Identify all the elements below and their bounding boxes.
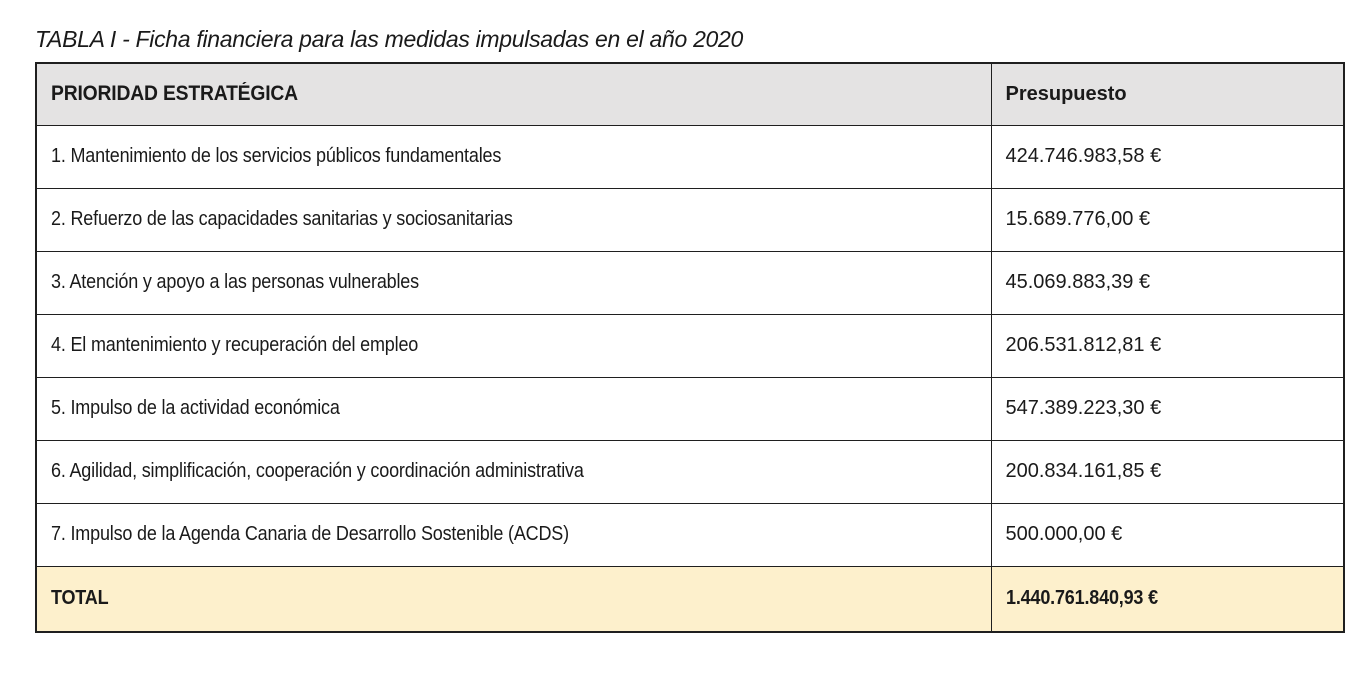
priority-label: 7. Impulso de la Agenda Canaria de Desar… (51, 523, 569, 545)
budget-value: 15.689.776,00 € (1005, 208, 1151, 230)
priority-label: 2. Refuerzo de las capacidades sanitaria… (51, 208, 513, 230)
priority-label: 1. Mantenimiento de los servicios públic… (51, 145, 502, 167)
total-label-cell: TOTAL (35, 565, 992, 633)
budget-cell: 200.834.161,85 € (990, 439, 1345, 504)
priority-label: 6. Agilidad, simplificación, cooperación… (51, 460, 584, 482)
column-header-budget-label: Presupuesto (1005, 82, 1127, 105)
table-total-row: TOTAL 1.440.761.840,93 € (35, 565, 1345, 633)
budget-cell: 206.531.812,81 € (990, 313, 1345, 378)
priority-cell: 2. Refuerzo de las capacidades sanitaria… (35, 187, 992, 252)
priority-cell: 6. Agilidad, simplificación, cooperación… (35, 439, 992, 504)
budget-cell: 424.746.983,58 € (990, 124, 1345, 189)
table-header-row: PRIORIDAD ESTRATÉGICA Presupuesto (35, 62, 1345, 126)
priority-cell: 1. Mantenimiento de los servicios públic… (35, 124, 992, 189)
budget-value: 45.069.883,39 € (1005, 271, 1151, 293)
budget-cell: 500.000,00 € (990, 502, 1345, 567)
budget-cell: 547.389.223,30 € (990, 376, 1345, 441)
table-row: 2. Refuerzo de las capacidades sanitaria… (35, 187, 1345, 252)
column-header-budget: Presupuesto (990, 62, 1345, 126)
financial-table: PRIORIDAD ESTRATÉGICA Presupuesto 1. Man… (35, 62, 1345, 633)
total-value-cell: 1.440.761.840,93 € (990, 565, 1345, 633)
table-row: 5. Impulso de la actividad económica 547… (35, 376, 1345, 441)
total-value: 1.440.761.840,93 € (1005, 587, 1158, 610)
priority-cell: 4. El mantenimiento y recuperación del e… (35, 313, 992, 378)
budget-value: 200.834.161,85 € (1005, 460, 1162, 482)
column-header-priority: PRIORIDAD ESTRATÉGICA (35, 62, 992, 126)
budget-value: 424.746.983,58 € (1005, 145, 1162, 167)
table-row: 1. Mantenimiento de los servicios públic… (35, 124, 1345, 189)
table-row: 6. Agilidad, simplificación, cooperación… (35, 439, 1345, 504)
document-page: TABLA I - Ficha financiera para las medi… (35, 26, 1345, 633)
budget-value: 206.531.812,81 € (1005, 334, 1162, 356)
budget-cell: 15.689.776,00 € (990, 187, 1345, 252)
column-header-priority-label: PRIORIDAD ESTRATÉGICA (51, 82, 298, 106)
priority-label: 3. Atención y apoyo a las personas vulne… (51, 271, 419, 293)
budget-value: 547.389.223,30 € (1005, 397, 1162, 419)
priority-label: 4. El mantenimiento y recuperación del e… (51, 334, 419, 356)
budget-value: 500.000,00 € (1005, 523, 1123, 545)
table-row: 4. El mantenimiento y recuperación del e… (35, 313, 1345, 378)
budget-cell: 45.069.883,39 € (990, 250, 1345, 315)
total-label: TOTAL (51, 587, 109, 610)
table-row: 3. Atención y apoyo a las personas vulne… (35, 250, 1345, 315)
priority-cell: 5. Impulso de la actividad económica (35, 376, 992, 441)
table-title: TABLA I - Ficha financiera para las medi… (35, 26, 744, 52)
priority-cell: 3. Atención y apoyo a las personas vulne… (35, 250, 992, 315)
priority-label: 5. Impulso de la actividad económica (51, 397, 340, 419)
priority-cell: 7. Impulso de la Agenda Canaria de Desar… (35, 502, 992, 567)
table-row: 7. Impulso de la Agenda Canaria de Desar… (35, 502, 1345, 567)
